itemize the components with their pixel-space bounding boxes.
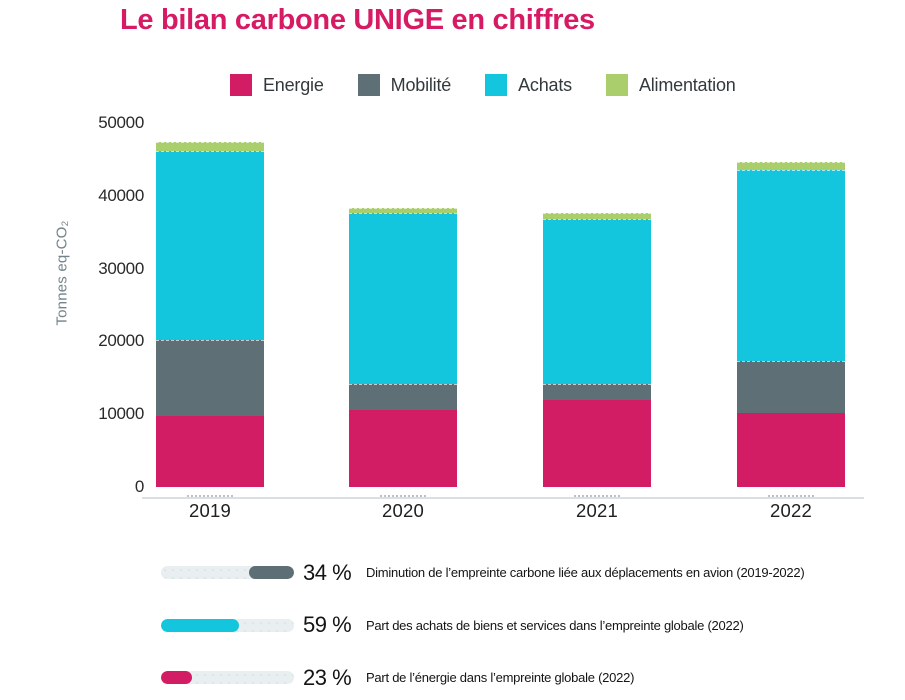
bar-base-dots-2021	[574, 491, 620, 497]
bar-base-dots-2022	[768, 491, 814, 497]
bar-segment-achats-2022	[737, 169, 845, 362]
legend-label-energie: Energie	[263, 74, 324, 95]
bar-segment-alimentation-2019	[156, 141, 264, 152]
legend-item-energie: Energie	[230, 74, 324, 96]
bar-segment-alimentation-2022	[737, 162, 845, 170]
bar-segment-mobilite-2020	[349, 384, 457, 410]
x-axis-label-2019: 2019	[189, 500, 231, 521]
y-tick-label-10000: 10000	[98, 404, 144, 424]
legend-swatch-energie	[230, 74, 252, 96]
stat-row-2: 59 % Part des achats de biens et services…	[161, 612, 744, 637]
y-tick-label-30000: 30000	[98, 258, 144, 278]
x-axis-label-2020: 2020	[382, 500, 424, 521]
bar-segment-energie-2021	[543, 400, 651, 487]
y-tick-label-20000: 20000	[98, 331, 144, 351]
legend: Energie Mobilité Achats Alimentation	[230, 74, 736, 96]
bar-segment-achats-2021	[543, 219, 651, 384]
legend-item-alimentation: Alimentation	[605, 74, 736, 96]
x-axis-label-2022: 2022	[770, 500, 812, 521]
stat-progress-fill	[161, 618, 240, 632]
bar-segment-alimentation-2021	[543, 213, 651, 220]
y-tick-label-50000: 50000	[98, 113, 144, 132]
y-tick-label-40000: 40000	[98, 185, 144, 205]
bar-segment-mobilite-2019	[156, 339, 264, 416]
stat-row-3: 23 % Part de l’énergie dans l’empreinte g…	[161, 665, 635, 690]
stat-percent: 23 %	[303, 664, 352, 690]
bar-segment-energie-2020	[349, 409, 457, 487]
stat-label: Part des achats de biens et services dan…	[366, 617, 744, 633]
bar-segment-achats-2020	[349, 212, 457, 385]
bar-segment-alimentation-2020	[349, 207, 457, 213]
y-axis-title: Tonnes eq-CO₂	[53, 220, 71, 326]
bar-base-dots-2019	[187, 491, 233, 497]
chart-title: Le bilan carbone UNIGE en chiffres	[120, 4, 595, 36]
stat-row-1: 34 % Diminution de l’empreinte carbone li…	[161, 560, 805, 585]
bar-segment-energie-2019	[156, 415, 264, 487]
bar-segment-energie-2022	[737, 412, 845, 487]
legend-swatch-alimentation	[605, 74, 628, 96]
legend-item-achats: Achats	[485, 74, 572, 96]
legend-label-achats: Achats	[518, 74, 572, 95]
y-tick-label-0: 0	[134, 477, 144, 496]
stat-percent: 34 %	[303, 559, 352, 585]
bar-base-dots-2020	[380, 491, 426, 497]
legend-swatch-achats	[485, 74, 508, 96]
legend-label-alimentation: Alimentation	[638, 74, 736, 95]
legend-label-mobilite: Mobilité	[390, 74, 452, 95]
legend-swatch-mobilite	[357, 74, 380, 96]
stat-progress-track	[161, 618, 294, 632]
stat-progress-fill	[248, 566, 294, 579]
stat-percent: 59 %	[303, 612, 352, 637]
x-axis-label-2021: 2021	[576, 500, 618, 521]
legend-item-mobilite: Mobilité	[357, 74, 452, 96]
stat-progress-track	[161, 566, 294, 579]
bar-segment-mobilite-2021	[543, 383, 651, 401]
stat-progress-track	[161, 671, 294, 684]
plot-area: 0 10000 20000 30000 40000 50000	[98, 113, 864, 499]
stat-label: Part de l’énergie dans l’empreinte globa…	[366, 670, 635, 685]
stat-label: Diminution de l’empreinte carbone liée a…	[366, 565, 805, 580]
x-axis-line	[142, 497, 864, 499]
bar-segment-mobilite-2022	[737, 361, 845, 413]
stat-progress-fill	[161, 671, 192, 684]
bar-segment-achats-2019	[156, 151, 264, 340]
